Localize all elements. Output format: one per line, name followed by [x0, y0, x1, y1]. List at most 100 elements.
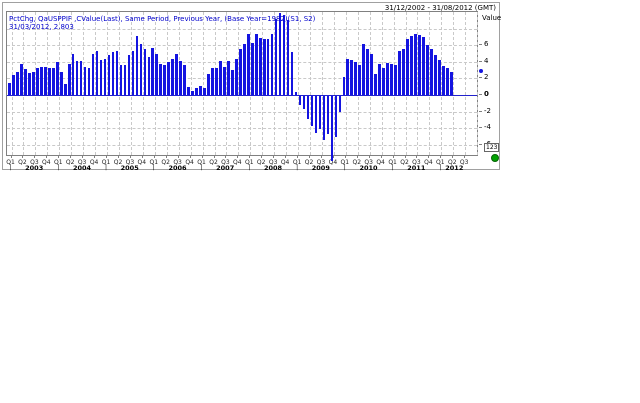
bar — [151, 47, 155, 95]
quarter-label: Q3 — [412, 159, 421, 166]
quarter-tick — [165, 156, 167, 158]
quarter-tick — [141, 156, 143, 158]
quarter-tick — [392, 156, 394, 158]
year-separator: | — [105, 164, 108, 171]
quarter-label: Q4 — [185, 159, 194, 166]
zero-line — [7, 95, 477, 96]
quarter-tick — [58, 156, 60, 158]
bar — [239, 49, 242, 95]
bar — [107, 55, 111, 95]
quarter-tick — [273, 156, 275, 158]
bar — [67, 64, 71, 95]
bar — [302, 96, 306, 110]
bar — [63, 84, 67, 95]
bar — [434, 55, 437, 95]
bar — [354, 61, 358, 95]
plot-area[interactable] — [6, 11, 479, 161]
bar — [330, 96, 334, 161]
bar — [398, 51, 401, 95]
v-gridline — [250, 12, 252, 155]
quarter-label: Q3 — [77, 159, 87, 166]
bar — [326, 96, 330, 135]
quarter-tick — [237, 156, 239, 158]
bar — [75, 61, 79, 95]
bar — [179, 61, 182, 95]
quarter-tick — [213, 156, 215, 158]
bar — [378, 64, 381, 95]
bar — [314, 96, 318, 133]
v-gridline — [274, 12, 276, 155]
quarter-tick — [106, 156, 107, 158]
quarter-tick — [22, 156, 24, 158]
bar — [199, 85, 202, 95]
quarter-label: Q2 — [65, 159, 75, 166]
bar — [87, 68, 91, 95]
quarter-tick — [177, 156, 179, 158]
y-axis-tick — [479, 44, 482, 46]
bar — [258, 37, 262, 95]
v-gridline — [83, 12, 85, 155]
quarter-label: Q4 — [137, 159, 147, 166]
quarter-label: Q4 — [233, 159, 242, 166]
quarter-tick — [452, 156, 454, 158]
bar — [191, 90, 194, 95]
v-gridline — [214, 12, 216, 155]
quarter-tick — [404, 156, 406, 158]
quarter-tick — [332, 156, 334, 158]
bar — [36, 68, 39, 95]
bar — [394, 65, 397, 95]
bar — [390, 63, 393, 95]
h-gridline — [7, 61, 477, 63]
bar — [342, 76, 346, 95]
quarter-label: Q1 — [388, 159, 397, 166]
bar — [227, 61, 230, 95]
quarter-label: Q2 — [209, 159, 218, 166]
quarter-tick — [10, 156, 12, 158]
bar — [131, 51, 135, 95]
bar — [350, 60, 354, 95]
bar — [147, 56, 151, 95]
quarter-tick — [153, 156, 155, 158]
quarter-tick — [309, 156, 310, 158]
quarter-label: Q2 — [113, 159, 123, 166]
v-gridline — [202, 12, 204, 155]
year-label: 2010 — [359, 164, 378, 172]
year-label: 2005 — [120, 164, 139, 172]
v-gridline — [154, 12, 156, 155]
quarter-tick — [118, 156, 119, 158]
quarter-label: Q3 — [268, 159, 278, 166]
bar — [270, 34, 274, 95]
bar — [55, 61, 59, 95]
bar — [159, 63, 163, 95]
quarter-label: Q2 — [304, 159, 314, 166]
quarter-label: Q1 — [436, 159, 445, 166]
quarter-label: Q4 — [328, 159, 338, 166]
h-gridline — [7, 128, 477, 130]
bar — [346, 59, 350, 95]
quarter-tick — [380, 156, 382, 158]
quarter-tick — [46, 156, 48, 158]
quarter-tick — [297, 156, 299, 158]
bar — [203, 87, 206, 95]
bar — [119, 65, 123, 95]
quarter-tick — [368, 156, 370, 158]
v-gridline — [357, 12, 359, 155]
bar — [103, 59, 107, 95]
v-gridline — [393, 12, 395, 155]
bar — [266, 38, 270, 95]
bar — [28, 72, 31, 95]
bar — [250, 42, 254, 95]
axis-format-badge[interactable]: 123 — [484, 143, 500, 152]
bar — [211, 68, 214, 95]
v-gridline — [11, 12, 13, 155]
quarter-label: Q3 — [221, 159, 230, 166]
bar — [338, 96, 342, 112]
year-label: 2011 — [407, 164, 426, 172]
bar — [44, 66, 47, 95]
v-gridline — [166, 12, 168, 155]
bar — [449, 71, 453, 95]
quarter-label: Q3 — [459, 159, 469, 166]
quarter-label: Q2 — [18, 159, 27, 166]
v-gridline — [59, 12, 61, 155]
bar — [51, 67, 55, 95]
